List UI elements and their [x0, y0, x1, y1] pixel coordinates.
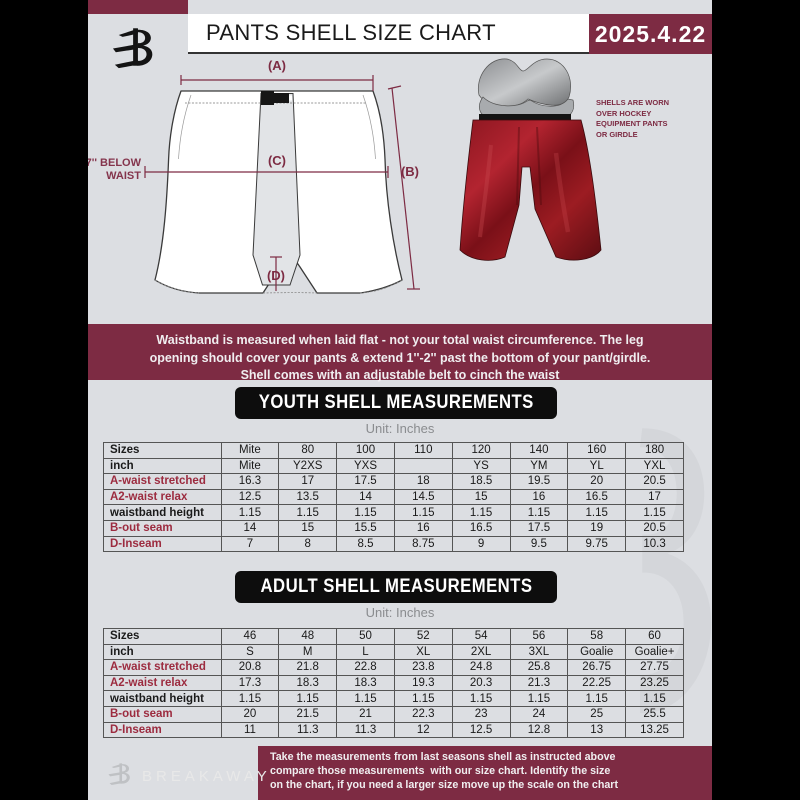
- svg-text:WAIST: WAIST: [106, 170, 141, 182]
- svg-text:(D): (D): [267, 268, 285, 283]
- svg-text:(C): (C): [268, 153, 286, 168]
- svg-text:(B): (B): [401, 164, 419, 179]
- svg-text:7'' BELOW: 7'' BELOW: [88, 157, 142, 169]
- svg-text:(A): (A): [268, 58, 286, 73]
